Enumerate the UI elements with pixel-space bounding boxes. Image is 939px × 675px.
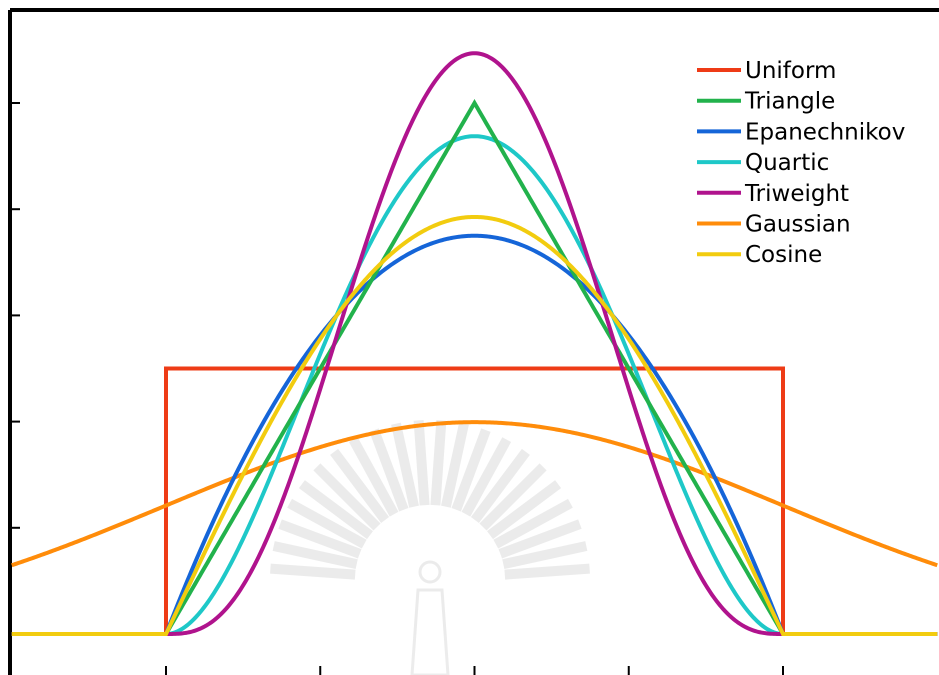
seal-ray	[451, 428, 491, 512]
series-gaussian-line	[11, 420, 938, 568]
axis-ticks	[10, 102, 784, 675]
series-epanechnikov-line	[11, 233, 938, 636]
legend-label-gaussian: Gaussian	[745, 212, 851, 238]
seal-ray	[330, 448, 390, 523]
seal-ray	[348, 437, 399, 517]
legend-label-quartic: Quartic	[745, 150, 829, 176]
legend-label-triangle: Triangle	[744, 89, 835, 115]
university-seal-watermark	[270, 420, 590, 675]
seal-ray	[272, 541, 358, 569]
seal-ray	[298, 480, 373, 540]
legend-label-epanechnikov: Epanechnikov	[745, 119, 905, 145]
seal-orb	[418, 560, 442, 584]
series-cosine-line	[11, 214, 938, 636]
seal-ray	[504, 563, 590, 580]
seal-ray	[498, 519, 582, 559]
seal-ray	[391, 422, 419, 508]
legend-label-cosine: Cosine	[745, 242, 822, 268]
seal-ray	[270, 563, 356, 580]
seal-ray	[441, 422, 469, 508]
legend-label-uniform: Uniform	[745, 58, 836, 84]
seal-ray	[470, 448, 530, 523]
seal-ray	[461, 437, 512, 517]
legend-label-triweight: Triweight	[744, 181, 849, 207]
seal-ray	[493, 498, 573, 549]
axes-frame	[8, 8, 939, 675]
seal-ray	[369, 428, 409, 512]
seal-ray	[502, 541, 588, 569]
seal-ray	[413, 420, 430, 506]
seal-ray	[479, 463, 547, 531]
series-layer	[11, 51, 938, 636]
seal-ray	[287, 498, 367, 549]
seal-ray	[278, 519, 362, 559]
seal-pillar	[410, 588, 450, 675]
seal-ray	[430, 420, 447, 506]
seal-ray	[487, 480, 562, 540]
legend: Uniform Triangle Epanechnikov Quartic Triwei…	[697, 58, 905, 268]
seal-ray	[313, 463, 381, 531]
